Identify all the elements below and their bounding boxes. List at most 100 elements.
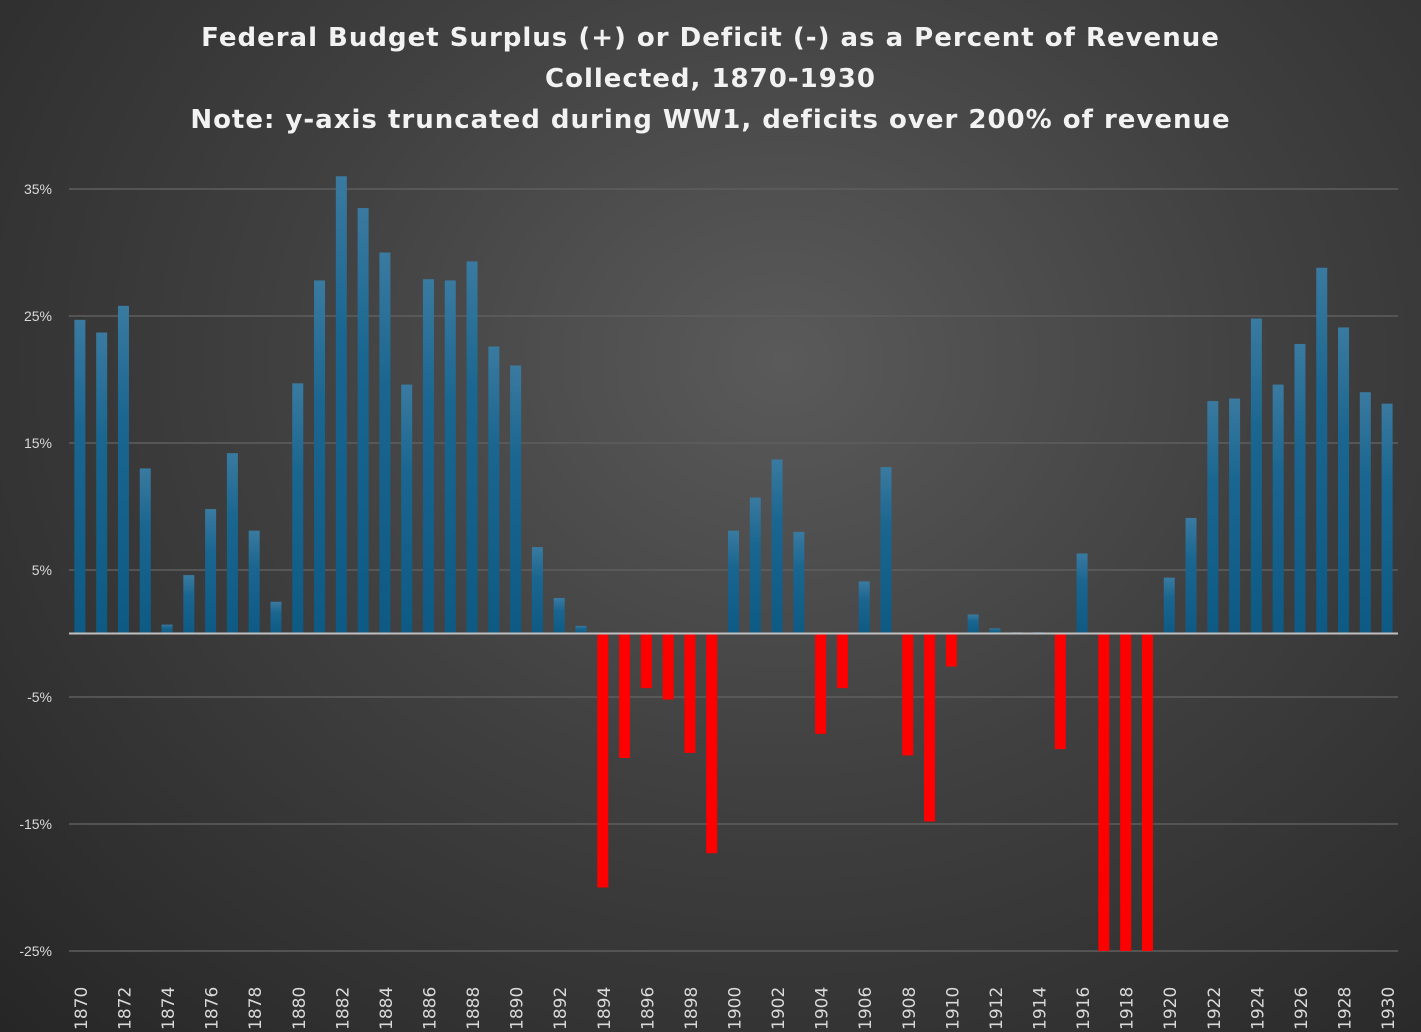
bar-1876 [205,509,217,634]
bar-1885 [401,384,413,634]
bar-1887 [444,280,456,634]
x-tick-label: 1928 [1336,987,1356,1030]
bar-1922 [1207,401,1219,634]
bar-1870 [74,319,86,634]
x-tick-label: 1900 [726,987,746,1030]
bar-1909 [924,633,936,822]
x-tick-label: 1882 [333,987,353,1030]
bar-1918 [1120,633,1132,951]
bar-1883 [357,208,369,634]
bar-1930 [1381,403,1393,634]
bar-1920 [1163,577,1175,634]
bar-1877 [226,453,238,634]
bar-1893 [575,625,587,634]
y-tick-label: 15% [24,435,52,451]
bar-1929 [1359,392,1371,634]
x-tick-label: 1904 [813,987,833,1030]
bar-1890 [510,365,522,634]
x-tick-label: 1908 [900,987,920,1030]
bar-1921 [1185,517,1197,634]
bar-1919 [1141,633,1153,951]
chart-title: Federal Budget Surplus (+) or Deficit (-… [0,18,1421,141]
x-tick-label: 1880 [290,987,310,1030]
bar-1903 [793,531,805,634]
x-tick-label: 1896 [638,987,658,1030]
x-tick-label: 1898 [682,987,702,1030]
x-tick-label: 1886 [420,987,440,1030]
bar-1926 [1294,343,1306,634]
bar-1884 [379,252,391,634]
x-tick-label: 1872 [115,987,135,1030]
bar-1880 [292,383,304,634]
bar-1907 [880,467,892,634]
bar-1912 [989,628,1001,634]
x-tick-label: 1888 [464,987,484,1030]
bar-1879 [270,601,282,634]
bar-1898 [684,633,696,753]
bar-1901 [749,497,761,634]
bar-1927 [1316,267,1328,634]
y-tick-label: 5% [32,562,52,578]
y-tick-label: 35% [24,181,52,197]
x-tick-label: 1926 [1292,987,1312,1030]
bar-1897 [662,633,674,700]
bar-1900 [728,530,739,634]
bar-1916 [1076,553,1088,634]
bar-1895 [619,633,631,758]
bar-1910 [945,633,957,667]
bar-1924 [1250,318,1262,634]
x-tick-label: 1910 [943,987,963,1030]
x-tick-label: 1876 [203,987,223,1030]
x-tick-label: 1914 [1031,987,1051,1030]
bar-1891 [531,547,543,634]
bar-1874 [161,624,173,634]
bar-1923 [1229,398,1241,634]
bar-1889 [488,346,500,634]
bar-1928 [1338,327,1350,634]
title-line-3: Note: y-axis truncated during WW1, defic… [190,105,1231,135]
bar-1888 [466,261,478,634]
bar-1915 [1054,633,1066,750]
x-tick-label: 1878 [246,987,266,1030]
x-tick-label: 1894 [595,987,615,1030]
y-tick-label: -25% [19,943,52,959]
bar-1917 [1098,633,1110,951]
y-tick-label: -5% [27,689,52,705]
bar-1894 [597,633,609,888]
x-tick-label: 1924 [1248,987,1268,1030]
x-tick-label: 1892 [551,987,571,1030]
x-tick-label: 1902 [769,987,789,1030]
bar-1878 [248,530,260,634]
bar-1906 [858,581,870,634]
x-tick-label: 1920 [1161,987,1181,1030]
x-tick-label: 1918 [1118,987,1138,1030]
y-tick-label: 25% [24,308,52,324]
y-tick-label: -15% [19,816,52,832]
bar-1873 [139,468,151,634]
bar-1904 [815,633,827,734]
bar-1892 [553,597,565,634]
x-tick-label: 1906 [856,987,876,1030]
x-tick-label: 1916 [1074,987,1094,1030]
x-tick-label: 1874 [159,987,179,1030]
bar-1882 [335,176,347,634]
x-tick-label: 1870 [72,987,92,1030]
bar-1902 [771,459,783,634]
bar-1872 [117,305,129,634]
x-tick-label: 1912 [987,987,1007,1030]
bar-1875 [183,575,195,634]
title-line-2: Collected, 1870-1930 [545,64,876,94]
title-line-1: Federal Budget Surplus (+) or Deficit (-… [201,23,1220,53]
x-tick-label: 1930 [1379,987,1399,1030]
bar-1896 [640,633,652,689]
bar-1905 [836,633,848,689]
bar-1925 [1272,384,1284,634]
x-tick-label: 1884 [377,987,397,1030]
x-tick-label: 1922 [1205,987,1225,1030]
bar-1886 [422,279,434,634]
bar-1908 [902,633,914,756]
bar-1881 [314,280,326,634]
x-tick-label: 1890 [508,987,528,1030]
bar-1899 [706,633,718,854]
